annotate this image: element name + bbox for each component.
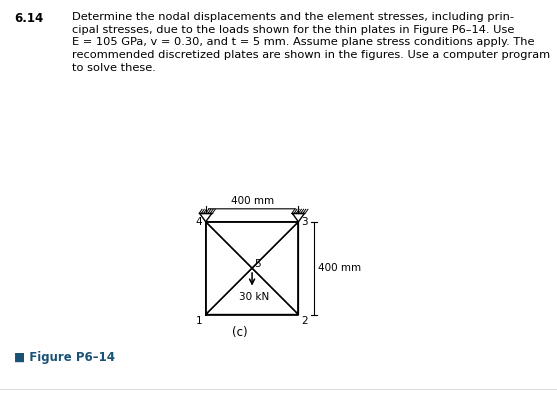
Text: 4: 4: [196, 217, 203, 227]
Text: ■ Figure P6–14: ■ Figure P6–14: [14, 351, 115, 364]
Text: Determine the nodal displacements and the element stresses, including prin-
cipa: Determine the nodal displacements and th…: [72, 12, 550, 73]
Text: 3: 3: [301, 217, 308, 227]
Text: 5: 5: [255, 259, 261, 268]
Text: (c): (c): [232, 325, 247, 339]
Text: 400 mm: 400 mm: [231, 196, 273, 206]
Text: 30 kN: 30 kN: [239, 292, 269, 302]
Text: 1: 1: [196, 316, 203, 326]
Text: 400 mm: 400 mm: [318, 263, 361, 273]
Text: 6.14: 6.14: [14, 12, 43, 25]
Text: 2: 2: [301, 316, 308, 326]
